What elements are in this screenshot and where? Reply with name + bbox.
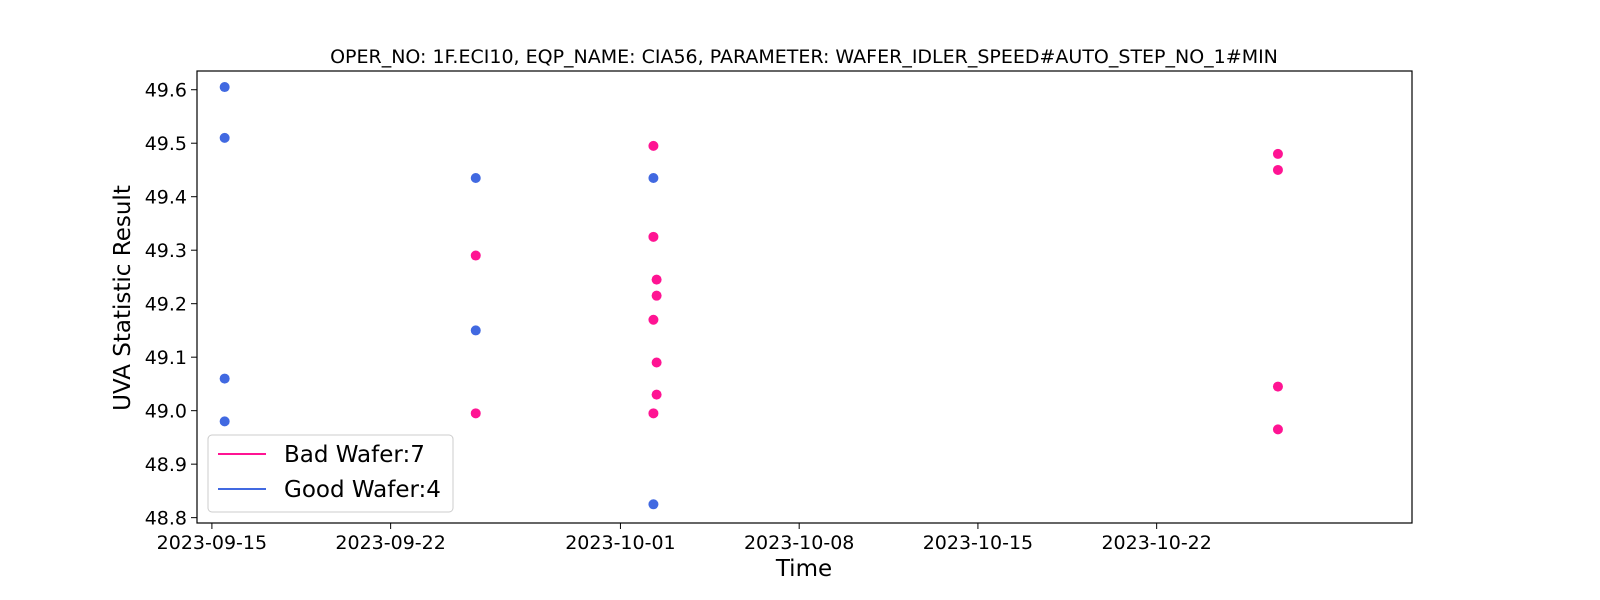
y-tick-label: 48.9 <box>145 454 187 476</box>
y-tick-label: 49.1 <box>145 347 187 369</box>
y-axis-label: UVA Statistic Result <box>110 185 136 411</box>
good-wafer-point <box>470 172 481 183</box>
good-wafer-point <box>648 499 659 510</box>
bad-wafer-point <box>470 250 481 261</box>
bad-wafer-point <box>470 408 481 419</box>
bad-wafer-point <box>651 389 662 400</box>
legend-label-bad-wafer: Bad Wafer:7 <box>284 442 425 468</box>
bad-wafer-point <box>651 274 662 285</box>
good-wafer-point <box>648 172 659 183</box>
y-axis: 48.8 48.9 49.0 49.1 49.2 49.3 49.4 49.5 49.6 <box>145 80 197 530</box>
bad-wafer-point <box>651 290 662 301</box>
bad-wafer-point <box>1272 424 1283 435</box>
x-tick-label: 2023-10-01 <box>565 532 675 554</box>
good-wafer-point <box>219 373 230 384</box>
legend-label-good-wafer: Good Wafer:4 <box>284 477 441 503</box>
bad-wafer-point <box>648 231 659 242</box>
x-tick-label: 2023-10-15 <box>923 532 1033 554</box>
legend-box <box>207 434 454 513</box>
good-wafer-point <box>470 325 481 336</box>
y-tick-label: 49.4 <box>145 187 187 209</box>
x-tick-label: 2023-10-22 <box>1101 532 1211 554</box>
bad-wafer-point <box>651 357 662 368</box>
bad-wafer-point <box>648 140 659 151</box>
y-tick-label: 49.0 <box>145 401 187 423</box>
bad-wafer-point <box>648 314 659 325</box>
x-tick-label: 2023-09-15 <box>157 532 267 554</box>
y-tick-label: 48.8 <box>145 508 187 530</box>
x-axis: 2023-09-15 2023-09-22 2023-10-01 2023-10-08… <box>157 523 1212 554</box>
bad-wafer-point <box>1272 164 1283 175</box>
x-tick-label: 2023-09-22 <box>335 532 445 554</box>
y-tick-label: 49.2 <box>145 294 187 316</box>
y-tick-label: 49.5 <box>145 133 187 155</box>
legend: Bad Wafer:7 Good Wafer:4 <box>207 434 454 513</box>
bad-wafer-point <box>1272 148 1283 159</box>
chart-title: OPER_NO: 1F.ECI10, EQP_NAME: CIA56, PARA… <box>330 46 1278 68</box>
x-axis-label: Time <box>775 556 832 582</box>
x-tick-label: 2023-10-08 <box>744 532 854 554</box>
data-points <box>219 82 1283 510</box>
plot-area <box>196 70 1413 524</box>
y-tick-label: 49.3 <box>145 240 187 262</box>
bad-wafer-point <box>1272 381 1283 392</box>
bad-wafer-point <box>648 408 659 419</box>
good-wafer-point <box>219 416 230 427</box>
good-wafer-point <box>219 82 230 93</box>
good-wafer-point <box>219 132 230 143</box>
y-tick-label: 49.6 <box>145 80 187 102</box>
